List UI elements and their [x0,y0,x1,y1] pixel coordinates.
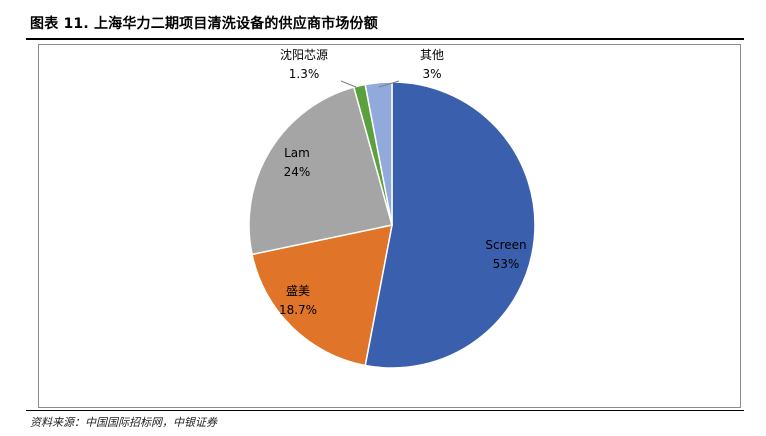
source-divider [26,410,744,411]
leader-line-4 [378,80,400,88]
leader-line-3 [340,80,357,88]
slice-value-label-2: 24% [284,165,311,179]
slice-name-label-3: 沈阳芯源 [280,47,328,62]
slice-name-label-4: 其他 [420,48,444,62]
chart-frame: Screen 53% 盛美 18.7% Lam 24% 沈阳芯源 1.3% 其他 3% [38,44,741,408]
source-note: 资料来源：中国国际招标网，中银证券 [30,416,217,429]
pie-slice-0 [364,81,536,369]
pie-chart: Screen 53% 盛美 18.7% Lam 24% 沈阳芯源 1.3% 其他 3% [248,47,536,369]
slice-name-label-0: Screen [485,238,526,252]
slice-name-label-1: 盛美 [286,283,310,298]
pie-slice-2 [248,86,393,256]
pie-slice-4 [364,81,393,226]
slice-value-label-4: 3% [422,67,441,81]
slice-value-label-3: 1.3% [289,67,320,81]
title-divider [26,38,744,40]
slice-value-label-0: 53% [493,257,520,271]
slice-value-label-1: 18.7% [279,303,317,317]
slice-name-label-2: Lam [284,146,310,160]
pie-slice-1 [251,224,393,367]
page-title: 图表 11. 上海华力二期项目清洗设备的供应商市场份额 [30,16,378,32]
